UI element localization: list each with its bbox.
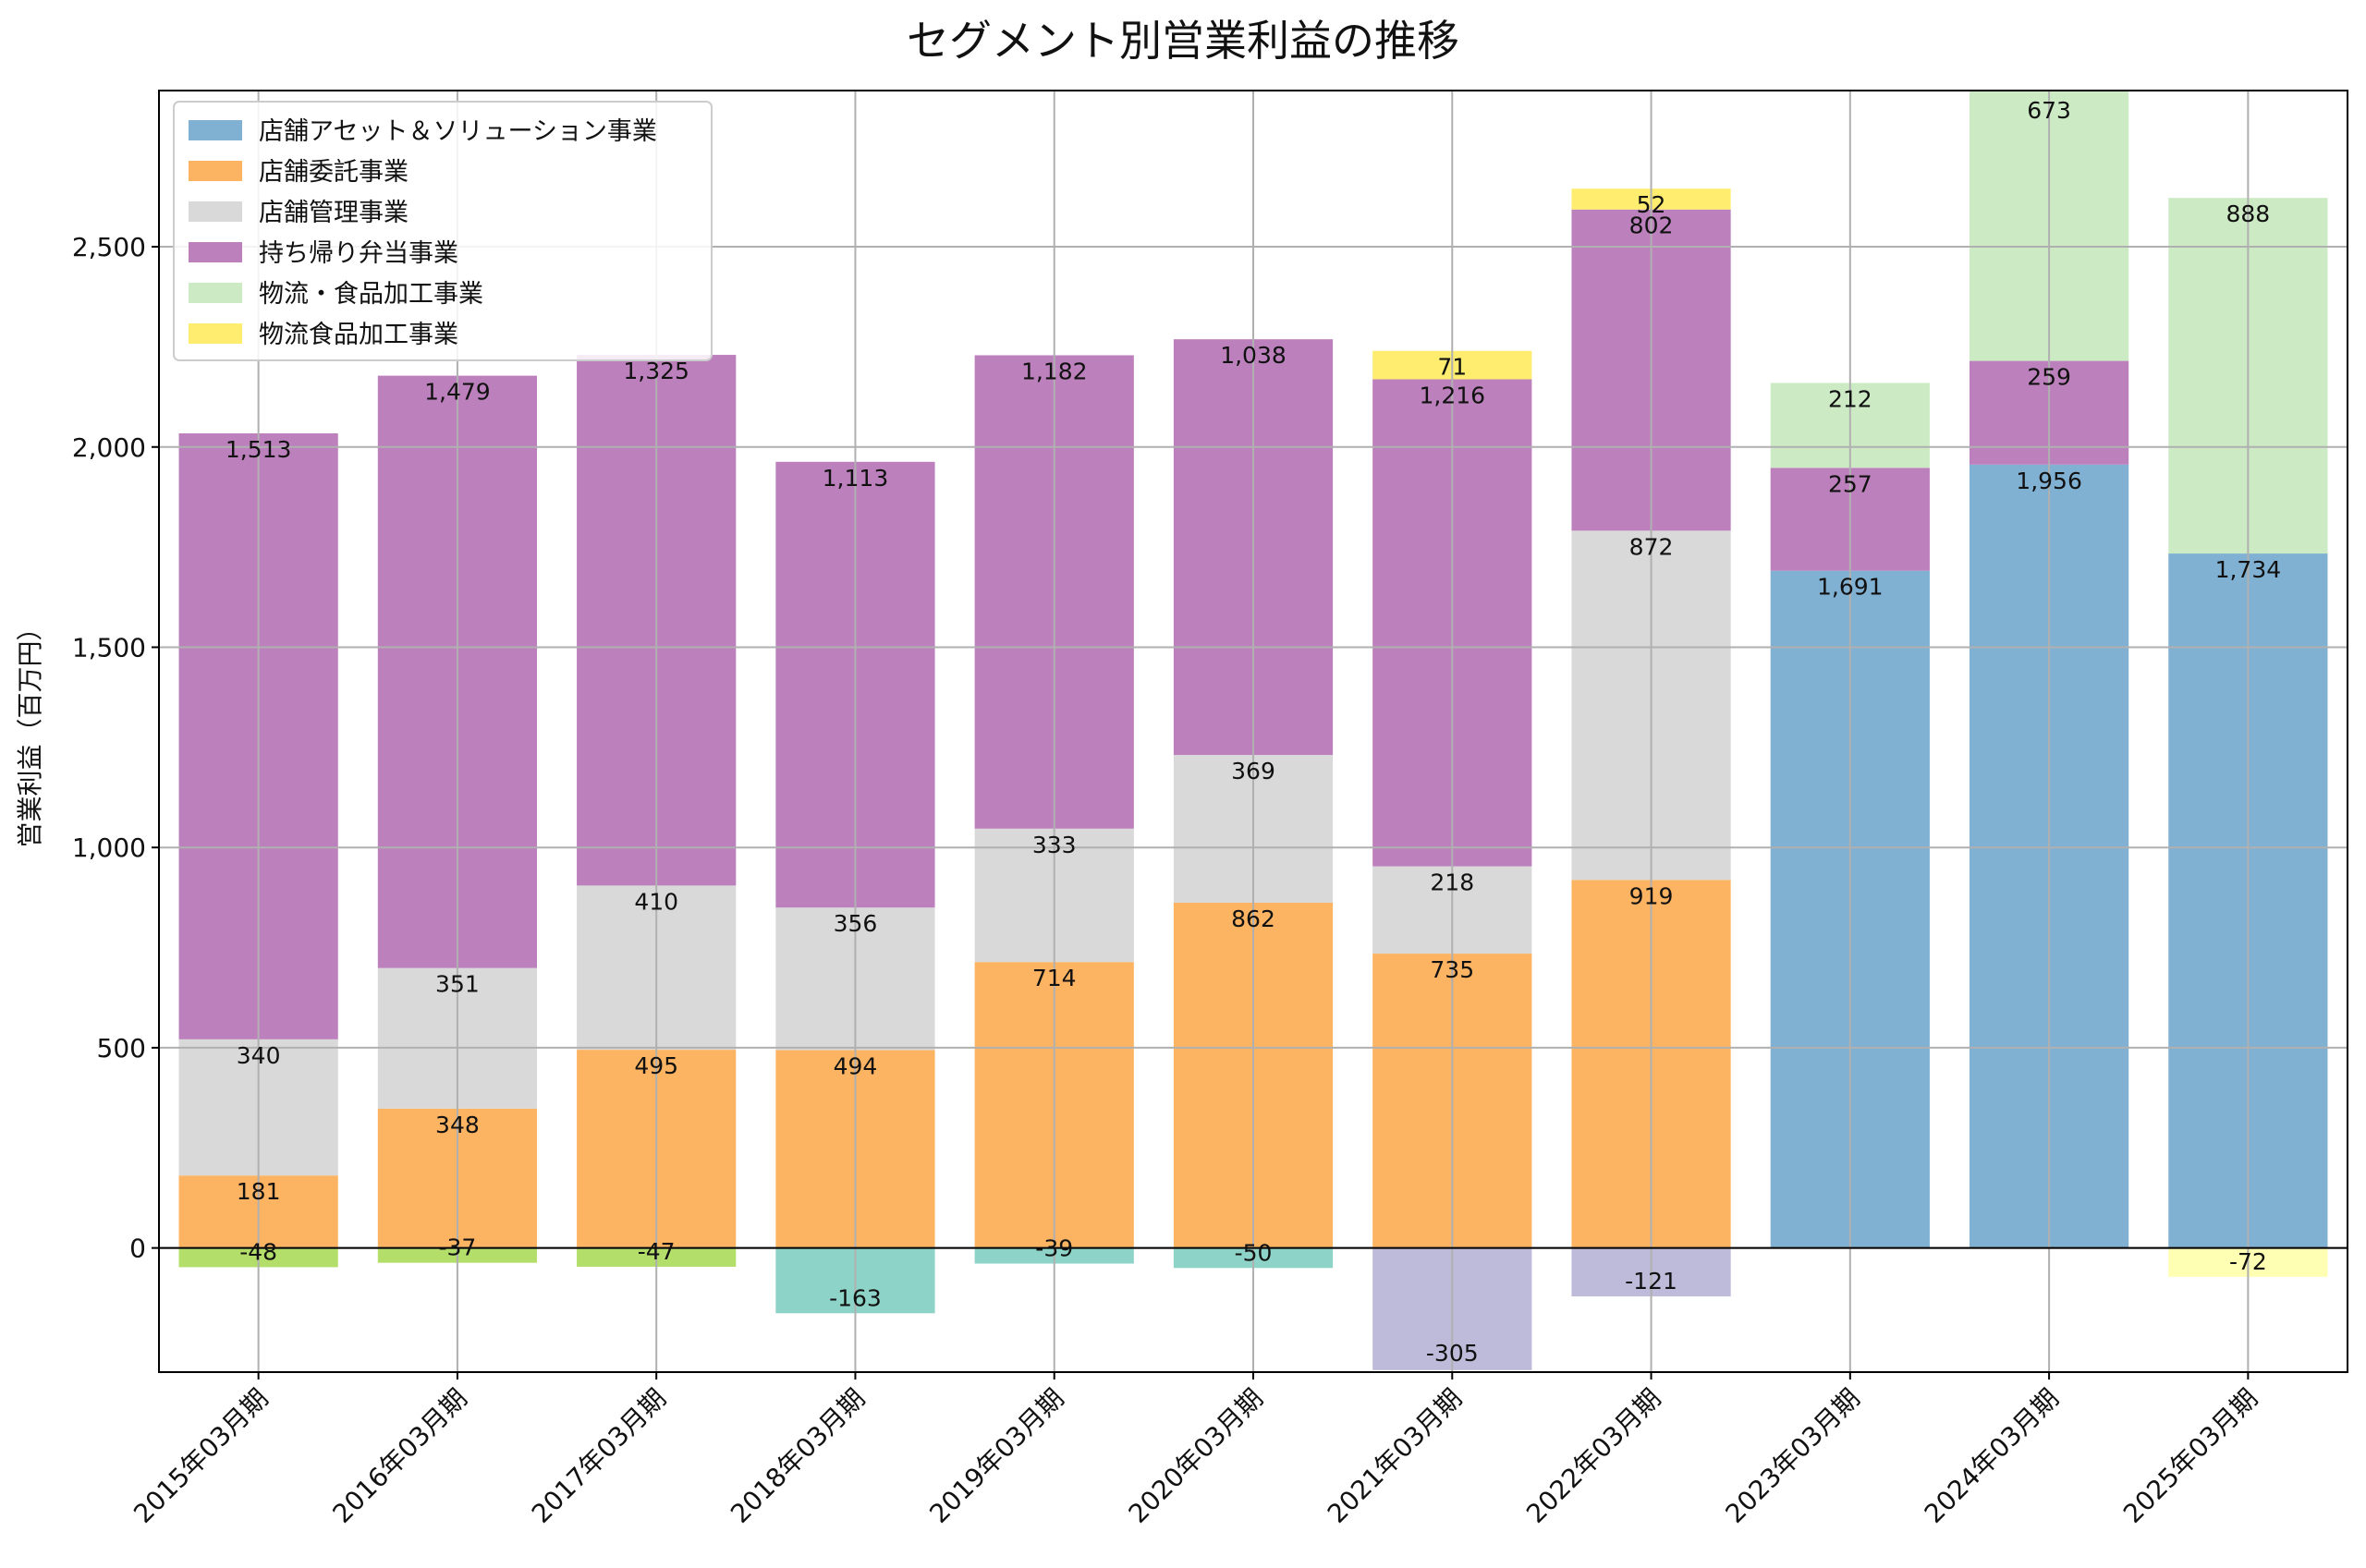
data-label: 1,038 <box>1220 342 1287 369</box>
data-label: -48 <box>239 1238 277 1265</box>
x-tick-label: 2024年03月期 <box>1919 1383 2065 1529</box>
data-labels-group: 181 340 1,513 -48 348 351 1,479 -37 495 410 1,325 -… <box>226 97 2281 1367</box>
x-tick-label: 2021年03月期 <box>1322 1383 1468 1529</box>
data-label: -121 <box>1625 1268 1677 1295</box>
data-label: 919 <box>1629 882 1674 909</box>
x-tick-label: 2019年03月期 <box>923 1383 1069 1529</box>
data-label: 872 <box>1629 533 1674 560</box>
legend-box <box>173 101 713 361</box>
y-axis-label: 営業利益（百万円） <box>15 614 45 847</box>
x-tick-label: 2020年03月期 <box>1123 1383 1269 1529</box>
data-label: 1,479 <box>424 379 491 406</box>
data-label: 218 <box>1430 869 1474 896</box>
data-label: -305 <box>1426 1340 1479 1367</box>
y-tick-label: 0 <box>129 1234 146 1264</box>
data-label: 495 <box>634 1052 678 1079</box>
legend-label: 物流食品加工事業 <box>259 321 458 349</box>
chart-title: セグメント別営業利益の推移 <box>907 16 1459 66</box>
y-tick-label: 500 <box>97 1033 146 1064</box>
grid-group <box>159 91 2348 1372</box>
x-tick-label: 2018年03月期 <box>725 1383 871 1529</box>
legend-label: 店舗アセット＆ソリューション事業 <box>259 117 657 146</box>
data-label: 714 <box>1032 965 1077 991</box>
legend-swatch <box>189 242 242 262</box>
data-label: -39 <box>1035 1235 1073 1262</box>
legend-label: 店舗委託事業 <box>259 158 409 187</box>
y-tick-label: 2,500 <box>72 232 146 262</box>
data-label: -163 <box>829 1284 882 1311</box>
legend-label: 持ち帰り弁当事業 <box>259 239 458 268</box>
legend-swatch <box>189 201 242 222</box>
data-label: 52 <box>1637 191 1666 218</box>
data-label: 862 <box>1231 906 1275 932</box>
legend-swatch <box>189 120 242 140</box>
data-label: 1,513 <box>226 436 292 463</box>
data-label: 1,216 <box>1419 383 1485 409</box>
legend-swatch <box>189 283 242 303</box>
data-label: -72 <box>2229 1248 2267 1275</box>
y-tick-label: 2,000 <box>72 432 146 463</box>
legend-label: 物流・食品加工事業 <box>259 280 483 309</box>
legend-swatch <box>189 323 242 344</box>
data-label: 673 <box>2027 97 2071 124</box>
data-label: 410 <box>634 888 678 915</box>
legend-swatch <box>189 161 242 181</box>
data-label: 181 <box>237 1178 281 1205</box>
data-label: 1,734 <box>2215 556 2282 583</box>
data-label: 71 <box>1437 354 1467 381</box>
data-label: 888 <box>2226 201 2271 227</box>
x-tick-label: 2015年03月期 <box>128 1383 274 1529</box>
data-label: 351 <box>435 971 480 998</box>
data-label: 1,325 <box>623 358 689 384</box>
y-tick-label: 1,500 <box>72 632 146 662</box>
data-label: 494 <box>834 1053 878 1080</box>
legend: 店舗アセット＆ソリューション事業店舗委託事業店舗管理事業持ち帰り弁当事業物流・食… <box>173 101 713 361</box>
data-label: 212 <box>1828 385 1872 412</box>
data-label: 1,956 <box>2016 468 2082 494</box>
data-label: 1,182 <box>1021 359 1088 385</box>
data-label: 259 <box>2027 364 2071 391</box>
x-tick-label: 2023年03月期 <box>1719 1383 1865 1529</box>
legend-label: 店舗管理事業 <box>259 199 409 227</box>
data-label: -37 <box>438 1234 476 1261</box>
data-label: 1,691 <box>1817 574 1884 601</box>
x-tick-label: 2025年03月期 <box>2117 1383 2263 1529</box>
data-label: 1,113 <box>823 465 889 492</box>
data-label: -50 <box>1235 1239 1273 1266</box>
data-label: 340 <box>237 1042 281 1069</box>
data-label: 369 <box>1231 758 1275 784</box>
data-label: 356 <box>834 910 878 937</box>
data-label: 802 <box>1629 213 1674 239</box>
data-label: 333 <box>1032 832 1077 858</box>
data-label: 735 <box>1430 956 1474 983</box>
y-tick-label: 1,000 <box>72 833 146 863</box>
data-label: 348 <box>435 1112 480 1138</box>
x-tick-label: 2016年03月期 <box>327 1383 473 1529</box>
data-label: 257 <box>1828 470 1872 497</box>
x-tick-label: 2022年03月期 <box>1520 1383 1666 1529</box>
data-label: -47 <box>638 1238 676 1265</box>
x-tick-label: 2017年03月期 <box>526 1383 672 1529</box>
